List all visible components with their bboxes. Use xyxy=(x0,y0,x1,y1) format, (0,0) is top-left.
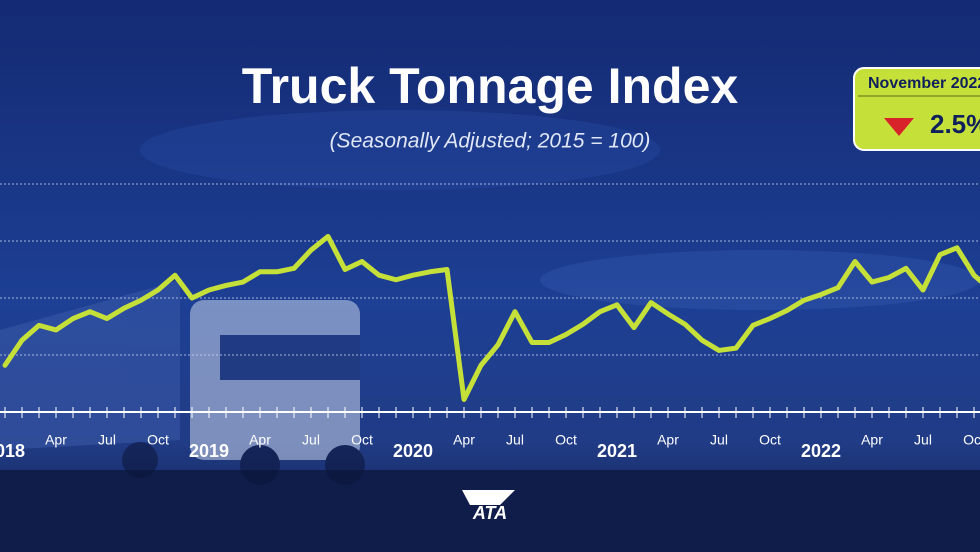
x-year-label: 2018 xyxy=(0,441,25,461)
x-month-label: Oct xyxy=(555,432,577,448)
x-year-label: 2020 xyxy=(393,441,433,461)
x-month-label: Jul xyxy=(98,432,116,448)
x-month-label: Jul xyxy=(914,432,932,448)
chart-title: Truck Tonnage Index xyxy=(242,58,739,114)
x-month-label: Apr xyxy=(249,432,271,448)
x-month-label: Oct xyxy=(147,432,169,448)
x-year-label: 2022 xyxy=(801,441,841,461)
badge: November 2022 2.5% xyxy=(853,67,980,151)
logo-wing xyxy=(462,490,515,505)
x-month-label: Oct xyxy=(759,432,781,448)
badge-month: November 2022 xyxy=(868,75,980,92)
x-month-label: Apr xyxy=(657,432,679,448)
badge-divider xyxy=(858,95,980,97)
truck xyxy=(0,280,365,485)
road xyxy=(0,470,980,552)
x-month-label: Apr xyxy=(861,432,883,448)
logo-text: ATA xyxy=(472,503,507,523)
down-arrow xyxy=(884,118,914,136)
line-series xyxy=(2,233,980,402)
x-month-label: Jul xyxy=(506,432,524,448)
badge-change: 2.5% xyxy=(930,109,980,139)
x-month-label: Jul xyxy=(710,432,728,448)
x-month-label: Apr xyxy=(45,432,67,448)
x-year-label: 2021 xyxy=(597,441,637,461)
x-month-label: Oct xyxy=(963,432,980,448)
cloud xyxy=(140,110,660,190)
x-month-label: Oct xyxy=(351,432,373,448)
x-year-label: 2019 xyxy=(189,441,229,461)
logo: ATA xyxy=(462,490,515,523)
badge-box xyxy=(853,67,980,151)
chart-subtitle: (Seasonally Adjusted; 2015 = 100) xyxy=(330,130,651,153)
cloud xyxy=(540,250,980,310)
x-month-label: Jul xyxy=(302,432,320,448)
x-month-label: Apr xyxy=(453,432,475,448)
